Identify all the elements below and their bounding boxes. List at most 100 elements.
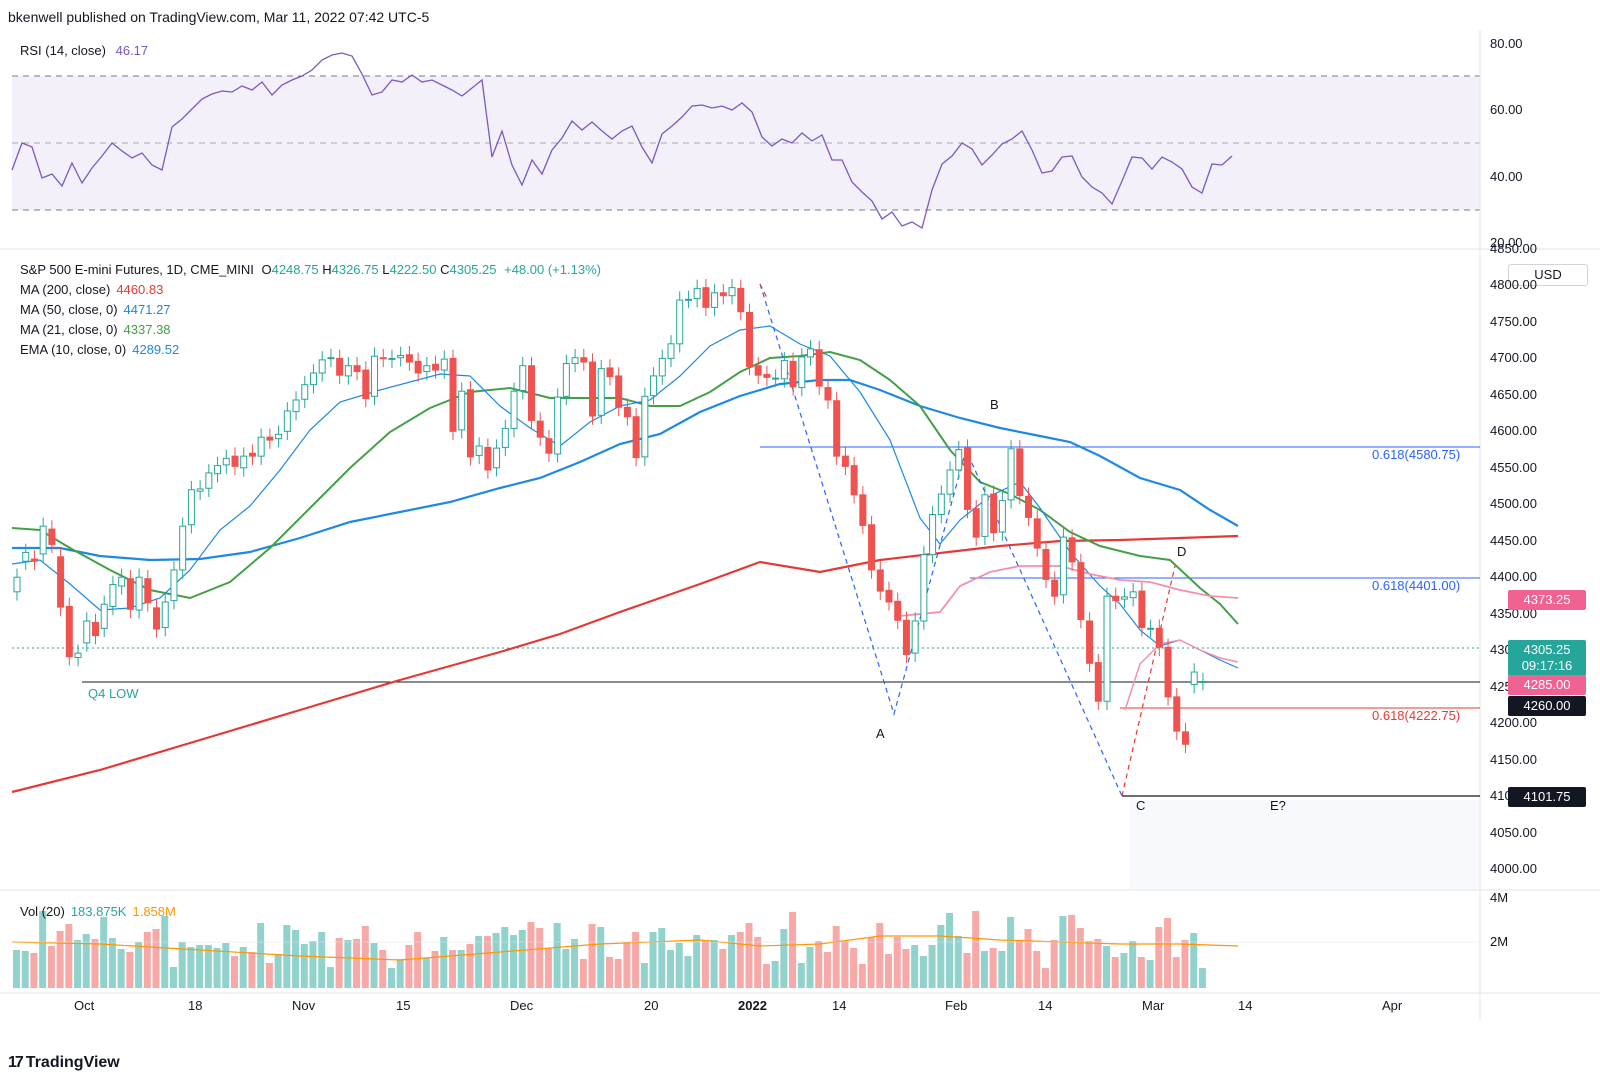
volume-bar [701,940,709,988]
candle-body [248,452,256,457]
candle-body [1051,579,1059,597]
volume-bar [632,932,640,988]
time-tick: Oct [74,998,95,1013]
candle-body [1199,681,1207,684]
candle-body [527,365,535,421]
candle-body [824,387,832,401]
candle-body [91,621,99,637]
volume-bar [571,939,579,988]
low-value: 4222.50 [389,262,437,277]
brand-name: TradingView [25,1054,120,1071]
countdown-box: 09:17:16 [1508,656,1586,676]
volume-bar [544,948,552,988]
candle-body [187,489,195,526]
candle-body [275,433,283,440]
volume-bar [667,950,674,988]
volume-bar [1190,933,1198,988]
volume-bar [56,931,64,988]
price-tick: 4400.00 [1490,569,1537,585]
volume-bar [937,925,945,988]
candle-body [1025,495,1033,518]
volume-bar [797,963,805,988]
candle-body [998,500,1006,533]
candle-body [484,446,492,471]
volume-bar [1085,941,1093,988]
symbol-legend[interactable]: S&P 500 E-mini Futures, 1D, CME_MINI O42… [20,262,601,277]
ema10-label: EMA (10, close, 0) [20,342,127,357]
volume-bar [876,923,884,988]
volume-bar [597,927,605,988]
volume-bar [135,942,143,988]
volume-bar [449,950,456,988]
candle-body [414,360,422,374]
candle-body [196,488,204,492]
time-tick: Feb [945,998,968,1013]
candle-body [667,343,675,359]
price-tick: 4550.00 [1490,459,1537,475]
candle-body [423,365,431,373]
candle-body [1112,595,1120,602]
candle-body [231,455,239,467]
candle-body [449,357,457,432]
candle-body [702,287,710,308]
volume-bar [762,964,770,988]
candle-body [1103,595,1111,702]
candle-body [501,427,509,448]
volume-bar [396,959,404,988]
candle-body [780,360,788,380]
time-tick: Apr [1382,998,1403,1013]
volume-legend[interactable]: Vol (20) 183.875K 1.858M [20,904,176,919]
rsi-label: RSI (14, close) [20,43,106,58]
rsi-legend[interactable]: RSI (14, close) 46.17 [20,43,148,58]
candle-body [737,287,745,313]
volume-bar [100,917,108,988]
volume-bar [1059,916,1067,988]
volume-bar [815,941,823,988]
fib-low-label: 0.618(4222.75) [1372,708,1461,723]
volume-bar [640,963,648,988]
ma200-line [11,534,1239,794]
pink-ema-line [1124,639,1239,711]
currency-selector[interactable]: USD [1508,264,1588,286]
volume-bar [169,967,177,988]
candle-body [371,355,379,397]
candle-body [946,469,954,495]
candle-body [798,356,806,389]
volume-bar [745,923,753,988]
price-tick: 4700.00 [1490,350,1537,366]
volume-bar [1181,940,1189,988]
ma21-legend[interactable]: MA (21, close, 0) 4337.38 [20,322,171,337]
candle-body [397,354,405,359]
candle-body [754,365,762,376]
rsi-tick: 60.00 [1490,102,1523,117]
candle-body [606,367,614,378]
volume-bar [858,964,866,988]
volume-bar [65,924,73,988]
tradingview-brand[interactable]: 17 TradingView [8,1054,120,1072]
candle-body [876,569,884,592]
volume-bar [379,950,387,988]
candle-body [1190,671,1198,685]
volume-bar [152,929,160,988]
volume-bar [326,967,334,988]
pink-ma-price-box: 4373.25 [1508,590,1586,610]
candle-body [1077,562,1085,621]
ma50-legend[interactable]: MA (50, close, 0) 4471.27 [20,302,171,317]
time-tick: Dec [510,998,534,1013]
ma200-legend[interactable]: MA (200, close) 4460.83 [20,282,163,297]
candle-body [981,494,989,537]
volume-bar [980,951,988,988]
volume-bar [431,951,439,988]
volume-bar [126,952,134,988]
high-label: H [322,262,332,277]
candle-body [30,558,38,562]
q4-low-label: Q4 LOW [88,686,139,701]
volume-bar [998,951,1006,988]
volume-bar [405,945,413,988]
candle-body [432,363,440,371]
volume-bar [893,937,901,988]
volume-bar [789,912,797,988]
ema10-legend[interactable]: EMA (10, close, 0) 4289.52 [20,342,179,357]
volume-bar [483,936,491,988]
